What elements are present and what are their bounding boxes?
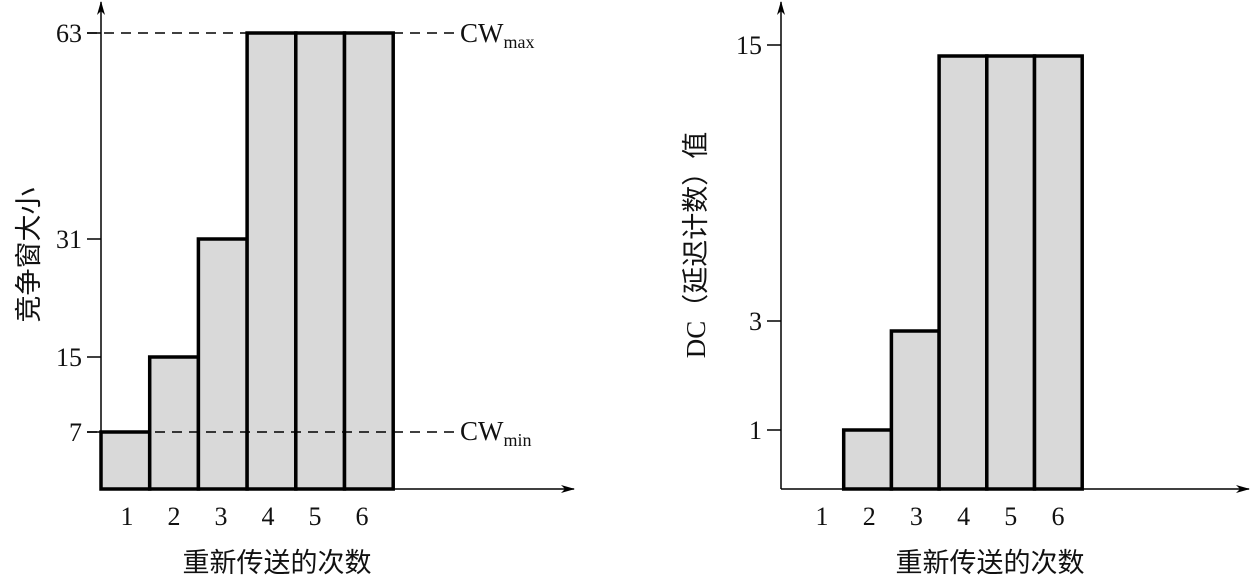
y-tick-label: 15 [56, 343, 82, 372]
bar-2 [841, 428, 894, 491]
x-tick-label: 3 [910, 502, 923, 531]
bars [99, 31, 395, 491]
x-ticks: 1 2 3 4 5 6 [121, 502, 369, 531]
y-axis-label: 竞争窗大小 [14, 188, 44, 323]
bar-6 [342, 31, 395, 491]
bar-6 [1032, 54, 1084, 491]
contention-window-chart: 7 15 31 63 1 2 3 4 5 6 CWmax CWmin 重新传送的次数 竞争窗大小 [14, 1, 575, 578]
y-ticks: 7 15 31 63 [56, 19, 101, 447]
cwmax-label: CWmax [460, 18, 535, 52]
bars [841, 54, 1084, 491]
x-tick-label: 5 [309, 502, 322, 531]
cwmin-label: CWmin [460, 416, 532, 450]
y-tick-label: 1 [749, 416, 762, 445]
x-tick-label: 4 [262, 502, 275, 531]
bar-1 [99, 430, 152, 491]
bar-3 [889, 329, 941, 491]
y-ticks: 1 3 15 [736, 31, 781, 445]
x-tick-label: 1 [816, 502, 829, 531]
x-ticks: 1 2 3 4 5 6 [816, 502, 1065, 531]
x-tick-label: 3 [215, 502, 228, 531]
y-tick-label: 7 [69, 418, 82, 447]
y-tick-label: 31 [56, 225, 82, 254]
x-tick-label: 6 [356, 502, 369, 531]
x-axis-label: 重新传送的次数 [183, 548, 372, 578]
bar-2 [147, 355, 201, 491]
x-tick-label: 2 [863, 502, 876, 531]
x-tick-label: 2 [168, 502, 181, 531]
x-tick-label: 1 [121, 502, 134, 531]
y-axis-label: DC（延迟计数）值 [681, 132, 711, 359]
y-tick-label: 15 [736, 31, 762, 60]
x-tick-label: 5 [1004, 502, 1017, 531]
bar-5 [294, 31, 347, 491]
x-tick-label: 6 [1052, 502, 1065, 531]
y-tick-label: 63 [56, 19, 82, 48]
bar-3 [196, 237, 249, 491]
x-axis-label: 重新传送的次数 [896, 548, 1085, 578]
delay-count-chart: 1 3 15 1 2 3 4 5 6 重新传送的次数 DC（延迟计数）值 [681, 1, 1250, 578]
bar-4 [245, 31, 298, 491]
bar-4 [937, 54, 989, 491]
y-tick-label: 3 [749, 307, 762, 336]
x-tick-label: 4 [957, 502, 970, 531]
bar-5 [985, 54, 1037, 491]
